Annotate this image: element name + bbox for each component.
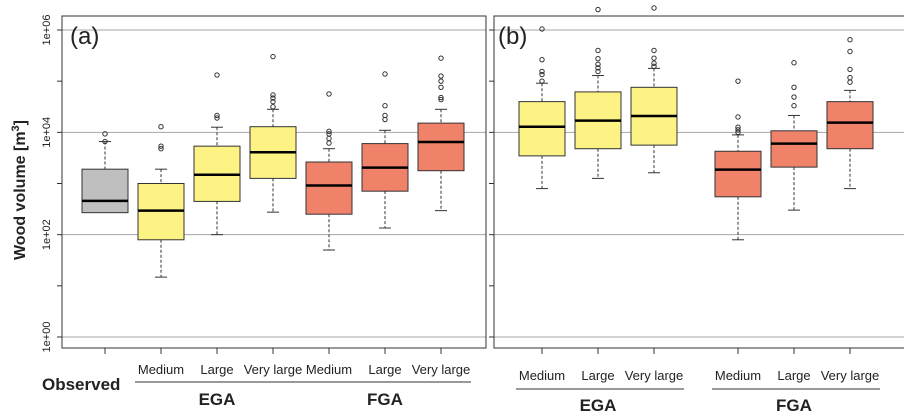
panel-b-x-label: Very large bbox=[625, 368, 684, 383]
y-tick-label: 1e+04 bbox=[41, 117, 53, 148]
panel-a-fga-medium-outlier bbox=[326, 135, 332, 142]
panel-a-fga-large-outlier bbox=[382, 103, 388, 109]
panel-b-fga-medium-outlier bbox=[735, 78, 741, 84]
panel-b-fga-very-large-outlier bbox=[847, 37, 853, 43]
panel-a-observed-observed-box bbox=[81, 168, 129, 214]
y-tick-label: 1e+00 bbox=[41, 322, 53, 353]
panel-a-fga-very-large-outlier bbox=[438, 94, 444, 101]
panel-b-ega-very-large-outlier bbox=[651, 60, 657, 66]
panel-b-fga-very-large-outlier bbox=[847, 74, 853, 81]
panel-a-ega-very-large-outlier bbox=[270, 98, 276, 105]
y-tick-label: 1e+02 bbox=[41, 219, 53, 250]
panel-b-fga-very-large-box bbox=[826, 101, 874, 150]
panel-b-ega-very-large-outlier bbox=[651, 5, 657, 11]
panel-a-ega-very-large-outlier bbox=[270, 92, 276, 98]
panel-b-ega-large-outlier bbox=[595, 61, 601, 67]
panel-b-ega-medium-outlier bbox=[539, 78, 545, 84]
panel-b-fga-medium-outlier bbox=[735, 124, 741, 130]
panel-b-ega-large-outlier bbox=[595, 65, 601, 71]
panel-b-x-label: Large bbox=[777, 368, 810, 383]
panel-a-x-label: Large bbox=[368, 362, 401, 377]
panel-a-frame bbox=[61, 15, 487, 349]
panel-b-fga-medium-outlier bbox=[735, 129, 741, 136]
panel-a-ega-large-outlier bbox=[214, 115, 220, 121]
panel-a-label: (a) bbox=[70, 23, 99, 50]
panel-b-fga-very-large-outlier bbox=[847, 66, 853, 73]
panel-a-fga-medium-outlier bbox=[326, 131, 332, 137]
panel-a-group-label: FGA bbox=[367, 390, 403, 409]
panel-b-ega-medium-outlier bbox=[539, 71, 545, 78]
panel-b-fga-large-outlier bbox=[791, 84, 797, 91]
panel-a-x-label: Medium bbox=[306, 362, 352, 377]
panel-b-group-label: EGA bbox=[580, 396, 617, 414]
panel-a-fga-medium-outlier bbox=[326, 128, 332, 135]
panel-b-fga-medium-outlier bbox=[735, 127, 741, 133]
panel-a-x-label: Very large bbox=[412, 362, 471, 377]
panel-a-ega-large-outlier bbox=[214, 72, 220, 78]
panel-b-x-label: Medium bbox=[715, 368, 761, 383]
panel-a-ega-large-outlier bbox=[214, 112, 220, 119]
panel-a-fga-medium-outlier bbox=[326, 91, 332, 97]
panel-b-fga-medium-box bbox=[714, 150, 762, 198]
panel-a-fga-very-large-outlier bbox=[438, 55, 444, 61]
panel-a-fga-very-large-box bbox=[417, 122, 465, 172]
panel-b-fga-medium-outlier bbox=[735, 114, 741, 120]
panel-a-ega-very-large-outlier bbox=[270, 53, 276, 60]
panel-b-ega-large-outlier bbox=[595, 6, 601, 13]
panel-a-observed-observed-outlier bbox=[102, 138, 108, 145]
panel-b-ega-large-outlier bbox=[595, 68, 601, 75]
panel-b-fga-large-outlier bbox=[791, 94, 797, 100]
panel-b-fga-large-box bbox=[770, 130, 818, 168]
panel-a-observed-observed-outlier bbox=[102, 131, 108, 137]
panel-a-fga-large-outlier bbox=[382, 71, 388, 77]
y-axis-label: Wood volume [m3] bbox=[10, 120, 29, 260]
panel-b-x-label: Large bbox=[581, 368, 614, 383]
panel-a-fga-medium-outlier bbox=[326, 140, 332, 146]
panel-a-ega-very-large-outlier bbox=[270, 95, 276, 101]
observed-label: Observed bbox=[42, 375, 120, 394]
y-tick-label: 1e+06 bbox=[41, 15, 53, 46]
panel-a-ega-medium-outlier bbox=[158, 143, 164, 149]
panel-a-ega-very-large-outlier bbox=[270, 104, 276, 110]
panel-b-label: (b) bbox=[498, 23, 527, 50]
panel-b-fga-very-large-outlier bbox=[847, 79, 853, 85]
panel-b-fga-large-outlier bbox=[791, 60, 797, 66]
panel-b-ega-medium-box bbox=[518, 101, 566, 157]
panel-b-ega-large-outlier bbox=[595, 47, 601, 54]
panel-b-ega-large-outlier bbox=[595, 55, 601, 62]
panel-b-frame bbox=[493, 15, 904, 349]
panel-b-ega-very-large-outlier bbox=[651, 63, 657, 70]
panel-a-fga-very-large-outlier bbox=[438, 96, 444, 103]
panel-b-ega-medium-outlier bbox=[539, 56, 545, 63]
panel-b-x-label: Very large bbox=[821, 368, 880, 383]
panel-b-ega-very-large-outlier bbox=[651, 47, 657, 54]
panel-a-x-label: Large bbox=[200, 362, 233, 377]
panel-b-fga-very-large-outlier bbox=[847, 48, 853, 55]
panel-b-x-label: Medium bbox=[519, 368, 565, 383]
panel-a-x-label: Medium bbox=[138, 362, 184, 377]
panel-a-group-label: EGA bbox=[199, 390, 236, 409]
panel-b-group-label: FGA bbox=[776, 396, 812, 414]
panel-a-ega-medium-outlier bbox=[158, 146, 164, 152]
panel-a-fga-medium-box bbox=[305, 161, 353, 215]
panel-b-fga-large-outlier bbox=[791, 103, 797, 109]
panel-a-fga-large-outlier bbox=[382, 112, 388, 119]
panel-a-fga-very-large-outlier bbox=[438, 73, 444, 79]
panel-b-ega-medium-outlier bbox=[539, 26, 545, 32]
panel-b-ega-very-large-outlier bbox=[651, 55, 657, 61]
panel-a-fga-very-large-outlier bbox=[438, 78, 444, 84]
panel-a-ega-medium-outlier bbox=[158, 124, 164, 130]
panel-a-x-label: Very large bbox=[244, 362, 303, 377]
panel-a-fga-very-large-outlier bbox=[438, 84, 444, 91]
panel-b-ega-medium-outlier bbox=[539, 68, 545, 75]
